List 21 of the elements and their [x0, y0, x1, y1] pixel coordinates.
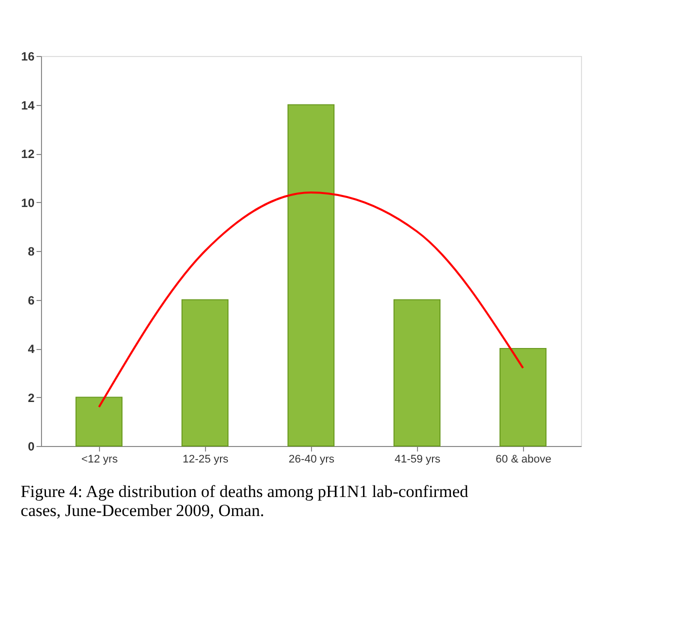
- x-tick-label: 41-59 yrs: [394, 454, 441, 466]
- x-tick-label: 26-40 yrs: [288, 454, 335, 466]
- y-tick-label: 10: [21, 196, 35, 210]
- y-tick-label: 8: [28, 244, 35, 258]
- y-tick-label: 2: [28, 390, 35, 405]
- line-series: [98, 192, 524, 408]
- y-tick-label: 0: [28, 440, 35, 454]
- bar: [394, 299, 440, 446]
- y-tick-label: 4: [28, 342, 35, 356]
- x-tick-label: 12-25 yrs: [182, 454, 229, 466]
- caption: Figure 4: Age distribution of deaths among pH1N1 lab-confirmed cases, June-December 2009, Oman.: [20, 482, 469, 520]
- x-tick-label: 60 & above: [496, 454, 552, 466]
- bar: [288, 104, 334, 446]
- y-tick-label: 12: [21, 147, 35, 161]
- bar: [182, 299, 228, 446]
- bar: [500, 348, 546, 446]
- y-tick-label: 16: [21, 50, 35, 64]
- y-tick-label: 6: [28, 293, 35, 308]
- y-tick-label: 14: [21, 98, 35, 112]
- x-tick-label: <12 yrs: [81, 454, 118, 466]
- bar: [76, 396, 122, 446]
